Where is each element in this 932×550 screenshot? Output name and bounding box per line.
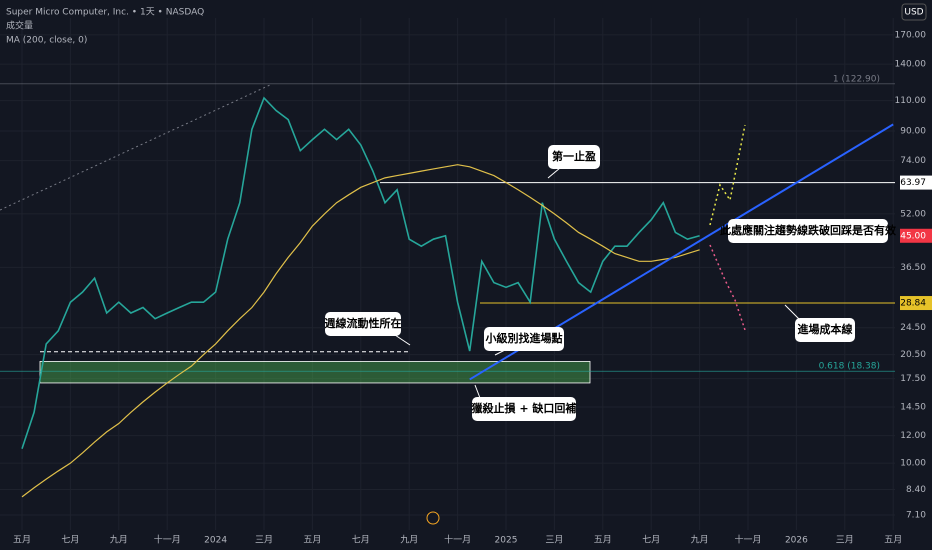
x-tick-label: 七月 [61,535,79,546]
chart-title: Super Micro Computer, Inc. • 1天 • NASDAQ [6,8,204,18]
y-tick-label: 36.50 [900,263,926,273]
y-tick-label: 17.50 [900,374,926,384]
price-tag-label: 28.84 [900,299,926,309]
grid [0,18,895,530]
x-tick-label: 2026 [785,536,808,546]
pointer [474,384,481,399]
indicator: MA (200, close, 0) [6,36,87,46]
annotation-box [548,145,600,169]
dividend-icon [426,511,440,525]
annotation: 進場成本線 [798,322,853,336]
x-tick-label: 五月 [594,535,612,546]
x-tick-label: 十一月 [444,534,471,546]
level-label: 1 (122.90) [833,74,880,84]
y-tick-label: 14.50 [900,402,926,412]
bullish-projection [709,124,746,226]
annotation-box [325,312,401,336]
currency[interactable]: USD [904,8,923,18]
annotation-box [795,318,855,342]
bearish-projection [709,244,746,331]
annotation-box [484,327,564,351]
y-tick-label: 90.00 [900,126,926,136]
price-tag [900,228,932,243]
price-tag [900,296,932,311]
x-tick-label: 九月 [400,535,418,546]
x-tick-label: 九月 [110,535,128,546]
y-tick-label: 8.40 [906,485,926,495]
y-tick-label: 7.10 [906,510,926,520]
x-tick-label: 三月 [255,535,273,546]
y-tick-label: 12.00 [900,431,926,441]
liquidity-zone [39,361,591,384]
annotation-box [728,219,888,243]
y-tick-label: 10.00 [900,459,926,469]
y-tick-label: 110.00 [895,96,927,106]
x-tick-label: 五月 [303,535,321,546]
currency-box[interactable] [901,3,927,21]
x-tick-label: 十一月 [734,534,761,546]
y-tick-label: 52.00 [900,209,926,219]
x-tick-label: 2025 [495,536,518,546]
annotation: 此處應關注趨勢線跌破回踩是否有效 [720,223,897,237]
y-tick-label: 170.00 [895,30,927,40]
price-axis: 170.00 140.00 110.00 90.00 74.00 52.00 36.50 24… [13,30,932,546]
x-tick-label: 五月 [13,535,31,546]
y-tick-label: 140.00 [895,60,927,70]
annotation: 第一止盈 [552,149,596,163]
price-line [21,96,700,450]
price-tag-label: 63.97 [900,178,926,188]
x-tick-label: 七月 [352,535,370,546]
price-tag [900,175,932,190]
x-tick-label: 2024 [204,536,227,546]
x-tick-label: 五月 [884,535,902,546]
indicator: 成交量 [6,20,33,32]
annotation: 週線流動性所在 [325,316,402,330]
y-tick-label: 20.50 [900,350,926,360]
y-tick-label: 24.50 [900,323,926,333]
x-tick-label: 三月 [836,535,854,546]
x-tick-label: 七月 [642,535,660,546]
annotations: 第一止盈 此處應關注趨勢線跌破回踩是否有效 進場成本線 小級別找進場點 週線流動… [325,145,897,421]
pointer [394,334,411,346]
annotation: 獵殺止損 + 缺口回補 [471,401,577,415]
x-tick-label: 九月 [691,535,709,546]
pointer [547,167,561,179]
ma-line [21,164,700,498]
x-tick-label: 三月 [545,535,563,546]
x-tick-label: 十一月 [154,534,181,546]
annotation-box [472,397,576,421]
level-label: 0.618 (18.38) [819,362,880,372]
annotation: 小級別找進場點 [485,331,563,345]
y-tick-label: 74.00 [900,156,926,166]
pointer [784,304,801,321]
price-tag-label: 45.00 [900,231,926,241]
plot: 1 (122.90) 0.618 (18.38) [0,74,895,498]
